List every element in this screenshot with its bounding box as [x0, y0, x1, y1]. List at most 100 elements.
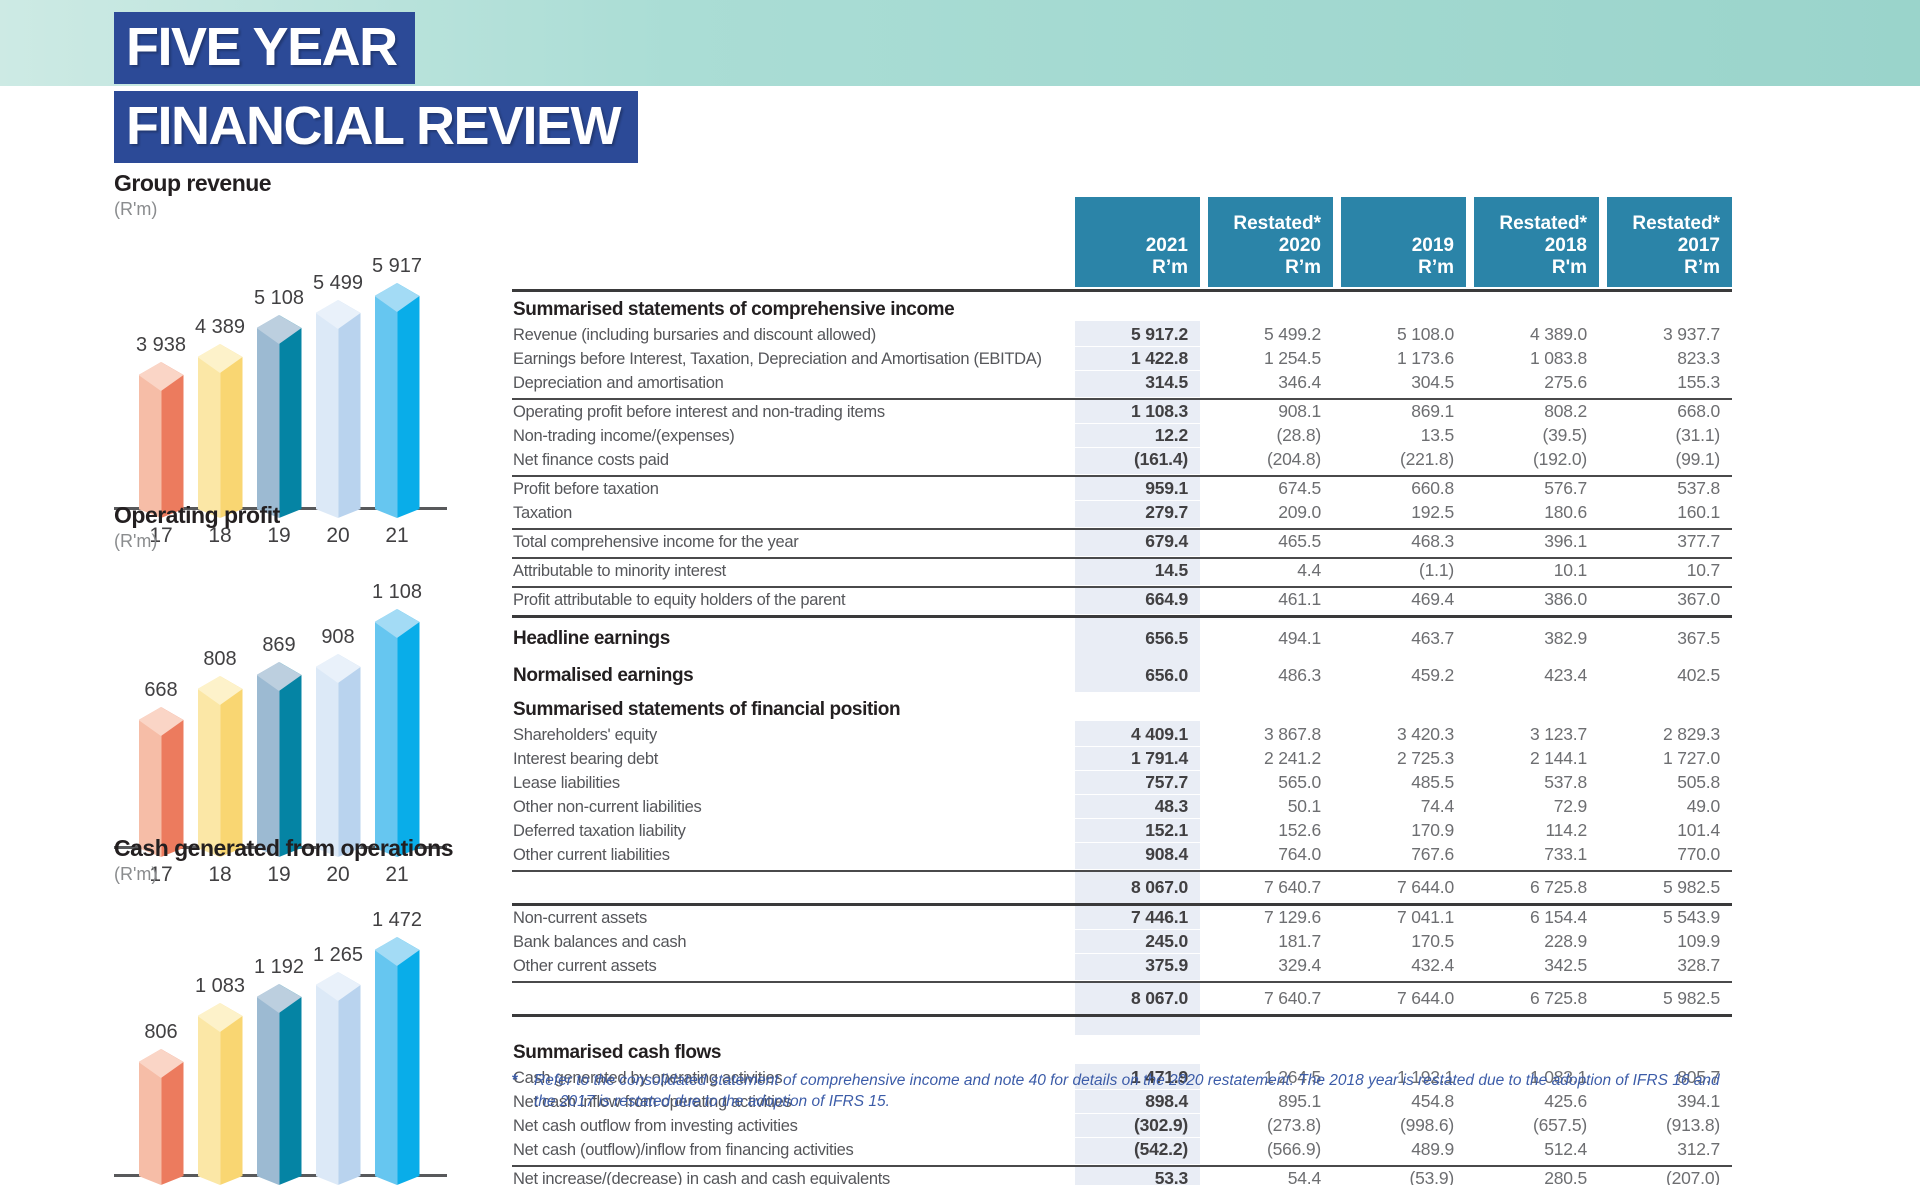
restatement-footnote: * Refer to the consolidated statement of… — [512, 1070, 1744, 1112]
x-axis-tick-label: 21 — [385, 524, 409, 547]
chart-cash-generated: Cash generated from operations (R'm) 806… — [114, 835, 459, 1185]
cell-2019: 1 173.6 — [1397, 348, 1454, 368]
column-header-2019: 2019 R’m — [1333, 197, 1466, 287]
x-axis-tick-label: 17 — [149, 863, 173, 886]
cell-2019: (53.9) — [1409, 1168, 1454, 1185]
cell-2020: 2 241.2 — [1264, 748, 1321, 768]
bar-top-face — [375, 609, 420, 638]
table-row: Normalised earnings 656.0 486.3 459.2 423.4 4… — [512, 655, 1732, 692]
cell-2020: 7 640.7 — [1264, 877, 1321, 897]
cell-2017: 312.7 — [1677, 1139, 1720, 1159]
row-label: Other non-current liabilities — [513, 798, 702, 816]
cell-2019: 459.2 — [1411, 665, 1454, 685]
footnote-asterisk: * — [512, 1072, 519, 1089]
bar-20 — [316, 972, 361, 1185]
cell-2020: 465.5 — [1278, 531, 1321, 551]
table-row: Non-current assets 7 446.1 7 129.6 7 041.1 6… — [512, 903, 1732, 930]
cell-2018: 382.9 — [1544, 628, 1587, 648]
cell-2018: 342.5 — [1544, 955, 1587, 975]
row-label: Depreciation and amortisation — [513, 374, 724, 392]
bar-value-label: 1 108 — [371, 581, 423, 603]
cell-2018: 114.2 — [1545, 820, 1588, 840]
bar-top-face — [139, 1049, 184, 1078]
table-row: Other non-current liabilities 48.3 50.1 74.… — [512, 795, 1732, 819]
row-label: Cash generated by operating activities — [513, 1069, 783, 1087]
table-row: Non-trading income/(expenses) 12.2 (28.8) 1… — [512, 424, 1732, 448]
cell-2021: (302.9) — [1067, 1114, 1200, 1137]
column-header-unit: R’m — [1418, 257, 1454, 278]
cell-2018: 4 389.0 — [1530, 324, 1587, 344]
bar-19 — [257, 315, 302, 518]
cell-2017: 10.7 — [1686, 560, 1720, 580]
cell-2017: (207.0) — [1665, 1168, 1720, 1185]
cell-2021: 908.4 — [1067, 843, 1200, 869]
row-label: Operating profit before interest and non… — [513, 403, 885, 421]
cell-2018: 6 154.4 — [1530, 907, 1587, 927]
cell-2021: (161.4) — [1067, 448, 1200, 474]
cell-2017: 5 982.5 — [1663, 877, 1720, 897]
cell-2020: 895.1 — [1278, 1091, 1321, 1111]
bar-top-face — [316, 654, 361, 683]
cell-2019: (221.8) — [1399, 449, 1454, 469]
cell-2019: (1.1) — [1419, 560, 1454, 580]
cell-2021: 48.3 — [1067, 795, 1200, 818]
bar-21 — [375, 937, 420, 1185]
cell-2017: 160.1 — [1677, 502, 1720, 522]
bar-value-label: 4 389 — [194, 316, 246, 338]
x-axis-tick-label: 20 — [326, 524, 350, 547]
table-row: Other current assets 375.9 329.4 432.4 342.5… — [512, 954, 1732, 981]
bar-17 — [139, 362, 184, 518]
column-header-unit: R’m — [1285, 257, 1321, 278]
column-header-2020: Restated* 2020 R’m — [1200, 197, 1333, 287]
row-label: Profit attributable to equity holders of… — [513, 591, 846, 609]
cell-2020: 4.4 — [1297, 560, 1321, 580]
cell-2020: (566.9) — [1266, 1139, 1321, 1159]
cell-2020: 494.1 — [1278, 628, 1321, 648]
cell-2020: 329.4 — [1278, 955, 1321, 975]
bar-19 — [257, 984, 302, 1185]
cell-2019: 74.4 — [1420, 796, 1454, 816]
cell-2018: 6 725.8 — [1530, 877, 1587, 897]
bar-value-label: 3 938 — [135, 334, 187, 356]
bar-20 — [316, 300, 361, 518]
cell-2017: (99.1) — [1675, 449, 1720, 469]
cell-2017: 5 982.5 — [1663, 988, 1720, 1008]
cell-2017: 155.3 — [1677, 372, 1720, 392]
x-axis-tick-label: 20 — [326, 863, 350, 886]
cell-2020: (28.8) — [1276, 425, 1321, 445]
cell-2020: 3 867.8 — [1264, 724, 1321, 744]
cell-2021 — [1067, 321, 1200, 323]
bar-value-label: 806 — [144, 1021, 178, 1043]
cell-2021: 279.7 — [1067, 501, 1200, 527]
cell-2021: 664.9 — [1067, 588, 1200, 614]
column-header-restated: Restated* — [1499, 213, 1587, 234]
cell-2017: 49.0 — [1686, 796, 1720, 816]
cell-2021: 152.1 — [1067, 819, 1200, 842]
cell-2017: 805.7 — [1677, 1067, 1720, 1087]
cell-2018: 228.9 — [1544, 931, 1587, 951]
row-label: Summarised cash flows — [513, 1042, 722, 1063]
cell-2019: 469.4 — [1411, 589, 1454, 609]
cell-2019: 869.1 — [1411, 401, 1454, 421]
x-axis-tick-label: 19 — [267, 524, 291, 547]
table-row: Taxation 279.7 209.0 192.5 180.6 160.1 — [512, 501, 1732, 528]
cell-2018: (192.0) — [1532, 449, 1587, 469]
cell-2017: (31.1) — [1675, 425, 1720, 445]
cell-2021: 1 108.3 — [1067, 400, 1200, 423]
cell-2021: 959.1 — [1067, 477, 1200, 500]
bar-20 — [316, 654, 361, 857]
cell-2020: 461.1 — [1278, 589, 1321, 609]
cell-2018: 423.4 — [1544, 665, 1587, 685]
chart-unit: (R'm) — [114, 531, 158, 551]
x-axis-tick-label: 17 — [149, 524, 173, 547]
cell-2018: 396.1 — [1544, 531, 1587, 551]
cell-2019: 192.5 — [1411, 502, 1454, 522]
table-header-row: 2021 R’m Restated* 2020 R’m 2019 R’m Restated* 2… — [512, 197, 1732, 287]
bar-top-face — [375, 937, 420, 966]
cell-2018: 576.7 — [1544, 478, 1587, 498]
cell-2017: 2 829.3 — [1663, 724, 1720, 744]
column-header-unit: R’m — [1684, 257, 1720, 278]
chart-title: Group revenue — [114, 170, 272, 196]
cell-2021: 679.4 — [1067, 530, 1200, 556]
